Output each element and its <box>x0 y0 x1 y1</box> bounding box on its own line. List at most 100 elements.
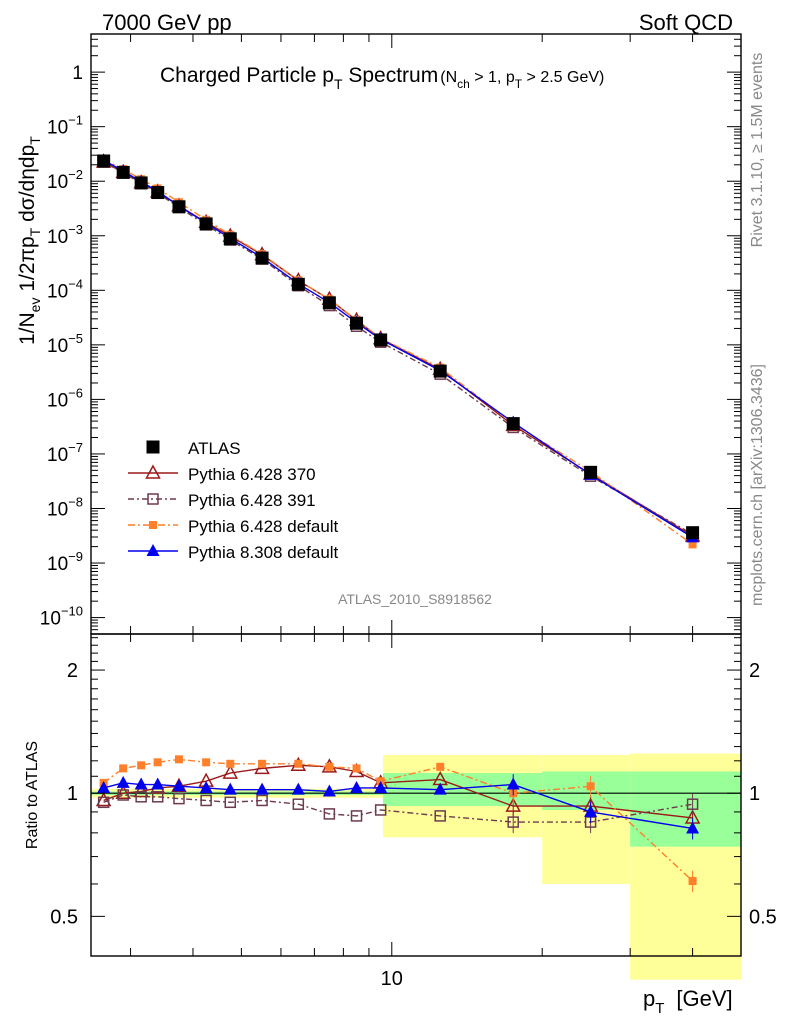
top-point-atlas-0 <box>97 154 111 168</box>
ratio-point-series-2-4 <box>173 792 185 805</box>
top-line-series-2 <box>103 161 693 535</box>
legend: ATLAS Pythia 6.428 370 Pythia 6.428 391 Pyt… <box>128 439 339 562</box>
ratio-line-series-3 <box>103 758 694 882</box>
top-point-atlas-11 <box>374 333 388 347</box>
bottom-y-tick-label-right-2: 2 <box>749 660 760 682</box>
ratio-point-series-4-7 <box>255 782 269 795</box>
top-y-tick-label-10: 10−10 <box>40 604 83 630</box>
legend-label-3: Pythia 6.428 default <box>188 517 339 536</box>
ratio-point-series-2-8 <box>292 798 305 810</box>
top-point-atlas-5 <box>199 217 213 231</box>
legend-marker-0 <box>146 440 160 454</box>
ratio-point-series-4-13 <box>506 777 520 790</box>
ratio-point-series-2-13 <box>507 816 519 828</box>
ratio-point-series-3-9 <box>325 762 334 771</box>
ratio-point-series-3-8 <box>294 759 303 768</box>
analysis-label: ATLAS_2010_S8918562 <box>338 591 492 607</box>
ratio-line-series-1 <box>103 764 693 819</box>
top-line-series-3 <box>103 158 693 545</box>
ratio-point-series-4-10 <box>350 780 364 793</box>
top-y-tick-label-6: 10−6 <box>47 385 83 411</box>
ratio-point-series-3-4 <box>174 755 183 764</box>
rivet-label: Rivet 3.1.10, ≥ 1.5M events <box>749 53 766 248</box>
top-y-tick-label-8: 10−8 <box>47 494 83 520</box>
bottom-y-tick-label-right-0: 0.5 <box>749 906 777 928</box>
bottom-panel-frame <box>90 633 742 957</box>
ratio-point-series-4-11 <box>374 780 388 793</box>
ratio-point-series-2-6 <box>224 796 237 809</box>
top-y-tick-label-7: 10−7 <box>47 440 83 466</box>
legend-label-4: Pythia 8.308 default <box>188 543 339 562</box>
ratio-point-series-2-11 <box>374 804 387 816</box>
top-point-series-3-15 <box>688 540 697 549</box>
legend-marker-1 <box>145 464 161 479</box>
ratio-point-series-2-0 <box>97 796 110 809</box>
ratio-point-series-3-7 <box>258 759 267 768</box>
x-axis-title: pT [GeV] <box>643 986 733 1017</box>
top-point-atlas-9 <box>322 296 336 310</box>
top-point-atlas-3 <box>151 186 165 200</box>
top-point-atlas-6 <box>223 232 237 246</box>
ratio-point-series-4-15 <box>686 821 700 834</box>
bottom-y-tick-label-right-1: 1 <box>749 783 760 805</box>
ratio-plot <box>95 755 701 893</box>
ratio-line-series-2 <box>103 794 693 823</box>
top-point-atlas-1 <box>116 165 130 179</box>
ratio-point-series-3-10 <box>352 764 361 773</box>
top-y-tick-label-1: 10−1 <box>47 113 83 139</box>
top-point-atlas-2 <box>134 176 148 190</box>
ratio-point-series-3-12 <box>436 762 445 771</box>
y-axis-title-top: 1/Nev 1/2πpT dσ/dηdpT <box>16 136 43 345</box>
top-point-atlas-15 <box>686 526 700 540</box>
ratio-point-series-3-6 <box>226 759 235 768</box>
ratio-point-series-4-1 <box>116 775 130 788</box>
ratio-point-series-3-2 <box>137 761 146 770</box>
legend-label-0: ATLAS <box>188 439 241 458</box>
ratio-point-series-3-15 <box>688 877 697 886</box>
bottom-y-tick-label-left-1: 1 <box>67 783 78 805</box>
ratio-point-series-2-3 <box>151 791 164 803</box>
ratio-point-series-2-1 <box>117 789 129 801</box>
legend-marker-2 <box>147 493 159 505</box>
ratio-point-series-1-6 <box>222 764 239 779</box>
main-plot <box>95 153 701 549</box>
ratio-point-series-1-0 <box>95 791 112 807</box>
top-point-atlas-13 <box>506 417 520 431</box>
ratio-point-series-1-13 <box>505 797 521 812</box>
top-y-tick-label-4: 10−4 <box>47 276 83 302</box>
top-y-tick-label-3: 10−3 <box>47 222 83 248</box>
top-point-atlas-4 <box>172 200 186 214</box>
top-point-atlas-12 <box>433 364 447 378</box>
ratio-point-series-1-1 <box>115 784 131 799</box>
bottom-y-tick-label-left-0: 0.5 <box>50 906 78 928</box>
uncertainty-bands <box>91 753 741 980</box>
x-tick-label-0: 10 <box>381 968 403 990</box>
top-y-tick-label-2: 10−2 <box>47 167 83 193</box>
ratio-point-series-2-10 <box>350 810 363 822</box>
legend-label-2: Pythia 6.428 391 <box>188 491 316 510</box>
ratio-point-series-4-0 <box>97 780 111 793</box>
top-point-atlas-8 <box>291 277 305 291</box>
top-y-tick-label-5: 10−5 <box>47 331 83 357</box>
y-axis-title-bottom: Ratio to ATLAS <box>24 741 41 849</box>
ratio-point-series-4-14 <box>584 804 598 817</box>
top-line-series-4 <box>103 159 693 538</box>
band-inner-1 <box>382 773 543 807</box>
ratio-point-series-3-5 <box>202 758 211 767</box>
top-point-atlas-7 <box>255 251 269 265</box>
ratio-point-series-2-15 <box>686 798 699 810</box>
ratio-point-series-3-3 <box>153 758 162 767</box>
header-right: Soft QCD <box>639 10 733 35</box>
ratio-point-series-4-6 <box>223 782 237 795</box>
top-point-atlas-14 <box>584 465 598 479</box>
ratio-point-series-2-12 <box>434 810 446 822</box>
top-point-atlas-10 <box>350 316 364 330</box>
band-inner-2 <box>542 771 631 810</box>
legend-label-1: Pythia 6.428 370 <box>188 465 316 484</box>
ratio-point-series-2-9 <box>323 808 336 820</box>
ratio-point-series-4-4 <box>172 779 186 792</box>
ratio-point-series-4-5 <box>199 780 213 793</box>
ratio-point-series-4-2 <box>134 777 148 790</box>
ratio-point-series-2-5 <box>200 794 212 807</box>
